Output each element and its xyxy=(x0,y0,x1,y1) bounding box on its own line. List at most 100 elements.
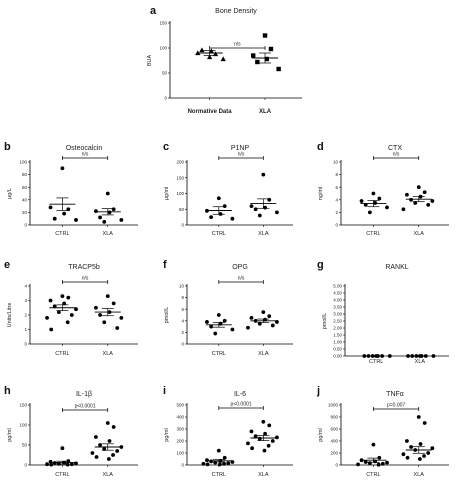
panel-i-significance: p<0.0001 xyxy=(231,402,252,408)
panel-c-data-point xyxy=(275,210,279,215)
panel-f-data-point xyxy=(213,331,218,336)
panel-j-ytick-label: 600 xyxy=(330,427,338,432)
panel-j-ytick-label: 1000 xyxy=(328,403,339,408)
panel-j-data-point xyxy=(405,455,410,460)
panel-h-category-label: CTRL xyxy=(55,472,69,478)
panel-c-data-point xyxy=(230,216,235,221)
panel-c-ytick-label: 200 xyxy=(176,160,184,165)
panel-e-data-point xyxy=(105,294,110,299)
panel-f-data-point xyxy=(261,310,266,314)
panel-b-data-point xyxy=(60,166,65,171)
panel-d-data-point xyxy=(385,205,389,210)
panel-g-ytick-label: 3.50 xyxy=(333,305,342,310)
panel-g-data-point xyxy=(370,354,375,358)
panel-c-title: P1NP xyxy=(231,145,250,152)
panel-d-ytick-label: 0 xyxy=(335,223,338,228)
panel-b-category-label: CTRL xyxy=(55,231,69,237)
panel-e-category-label: CTRL xyxy=(55,351,69,357)
panel-d-ytick-label: 4 xyxy=(335,197,338,202)
panel-h-data-point xyxy=(90,451,95,455)
panel-f-data-point xyxy=(267,314,272,319)
panel-i-data-point xyxy=(201,461,206,466)
panel-b-data-point xyxy=(105,191,110,196)
panel-e-letter: e xyxy=(4,259,10,271)
panel-h-ytick-label: 100 xyxy=(19,423,27,428)
panel-f-data-point xyxy=(246,325,250,330)
panel-b-ytick-label: 100 xyxy=(19,160,27,165)
panel-b-data-point xyxy=(98,215,102,220)
panel-b-significance: n/s xyxy=(82,152,89,158)
panel-b-data-point xyxy=(74,218,78,222)
panel-i-ytick-label: 0 xyxy=(181,463,184,468)
panel-c-ytick-label: 50 xyxy=(179,207,185,212)
panel-d-data-point xyxy=(430,199,435,203)
panel-h-ytick-label: 0 xyxy=(24,463,27,468)
panel-h-data-point xyxy=(111,425,116,429)
panel-g-data-point xyxy=(423,354,428,358)
panel-e-significance: n/s xyxy=(82,276,89,282)
panel-j-category-label: CTRL xyxy=(366,472,380,478)
panel-b-data-point xyxy=(62,211,67,216)
panel-b-data-point xyxy=(102,219,107,224)
panel-c-data-point xyxy=(253,207,258,212)
panel-c-significance: n/s xyxy=(238,152,245,158)
panel-i-data-point xyxy=(253,434,258,439)
panel-i-ytick-label: 400 xyxy=(176,415,184,420)
panel-d-significance: n/s xyxy=(393,152,400,158)
panel-a-ytick-label: 0 xyxy=(164,96,167,101)
panel-c-data-point xyxy=(257,213,262,218)
panel-g-ytick-label: 1.50 xyxy=(333,333,342,338)
panel-d-data-point xyxy=(373,201,378,205)
panel-h-data-point xyxy=(98,443,102,447)
panel-i-data-point xyxy=(213,460,218,465)
panel-e-data-point xyxy=(115,326,120,330)
panel-i-ytick-label: 100 xyxy=(176,451,184,456)
panel-g-ytick-label: 2.00 xyxy=(333,326,342,331)
panel-g-ytick-label: 0.00 xyxy=(333,354,342,359)
panel-i-ytick-label: 200 xyxy=(176,439,184,444)
panel-c-category-label: XLA xyxy=(258,231,269,237)
panel-h-data-point xyxy=(65,462,70,467)
panel-h-data-point xyxy=(69,462,74,467)
panel-h-letter: h xyxy=(4,385,11,397)
panel-b-ylabel: μg/L xyxy=(7,188,13,199)
panel-b-data-point xyxy=(107,210,112,215)
panel-e-ytick-label: 1 xyxy=(24,327,27,332)
panel-a-category-label: XLA xyxy=(259,109,272,115)
panel-j-data-point xyxy=(385,460,389,465)
panel-j-ytick-label: 200 xyxy=(330,451,338,456)
panel-a-significance: n/s xyxy=(234,42,241,48)
panel-f-ylabel: pmol/L xyxy=(164,307,170,324)
panel-e-data-point xyxy=(56,310,61,314)
panel-d-data-point xyxy=(377,196,382,201)
panel-g-data-point xyxy=(414,354,419,358)
panel-j-category-label: XLA xyxy=(414,472,425,478)
panel-d-category-label: CTRL xyxy=(366,231,380,237)
panel-i-category-label: CTRL xyxy=(212,472,226,478)
panel-g-ylabel: pmol/L xyxy=(322,313,328,330)
panel-h-title: IL-1β xyxy=(76,391,92,398)
panel-b-data-point xyxy=(111,207,116,212)
panel-b-data-point xyxy=(119,218,124,222)
panel-i-data-point xyxy=(250,446,255,451)
panel-f-data-point xyxy=(222,318,227,323)
panel-f-ytick-label: 2 xyxy=(181,330,184,335)
panel-a-data-point xyxy=(251,53,256,58)
panel-a-ytick-label: 150 xyxy=(159,21,167,26)
panel-d-category-label: XLA xyxy=(414,231,425,237)
panel-j-ytick-label: 400 xyxy=(330,439,338,444)
panel-j-ytick-label: 0 xyxy=(335,463,338,468)
panel-g-category-label: CTRL xyxy=(369,359,383,365)
panel-j-data-point xyxy=(430,446,435,451)
panel-j-data-point xyxy=(401,452,406,457)
panel-j-letter: j xyxy=(316,385,320,397)
panel-i-data-point xyxy=(263,431,267,436)
panel-i-ytick-label: 500 xyxy=(176,403,184,408)
panel-c-ytick-label: 150 xyxy=(176,175,184,180)
panel-h-data-point xyxy=(49,462,54,467)
panel-f-data-point xyxy=(249,316,254,320)
panel-e-data-point xyxy=(60,294,65,299)
panel-e-data-point xyxy=(111,301,116,306)
panel-d-ytick-label: 6 xyxy=(335,185,338,190)
